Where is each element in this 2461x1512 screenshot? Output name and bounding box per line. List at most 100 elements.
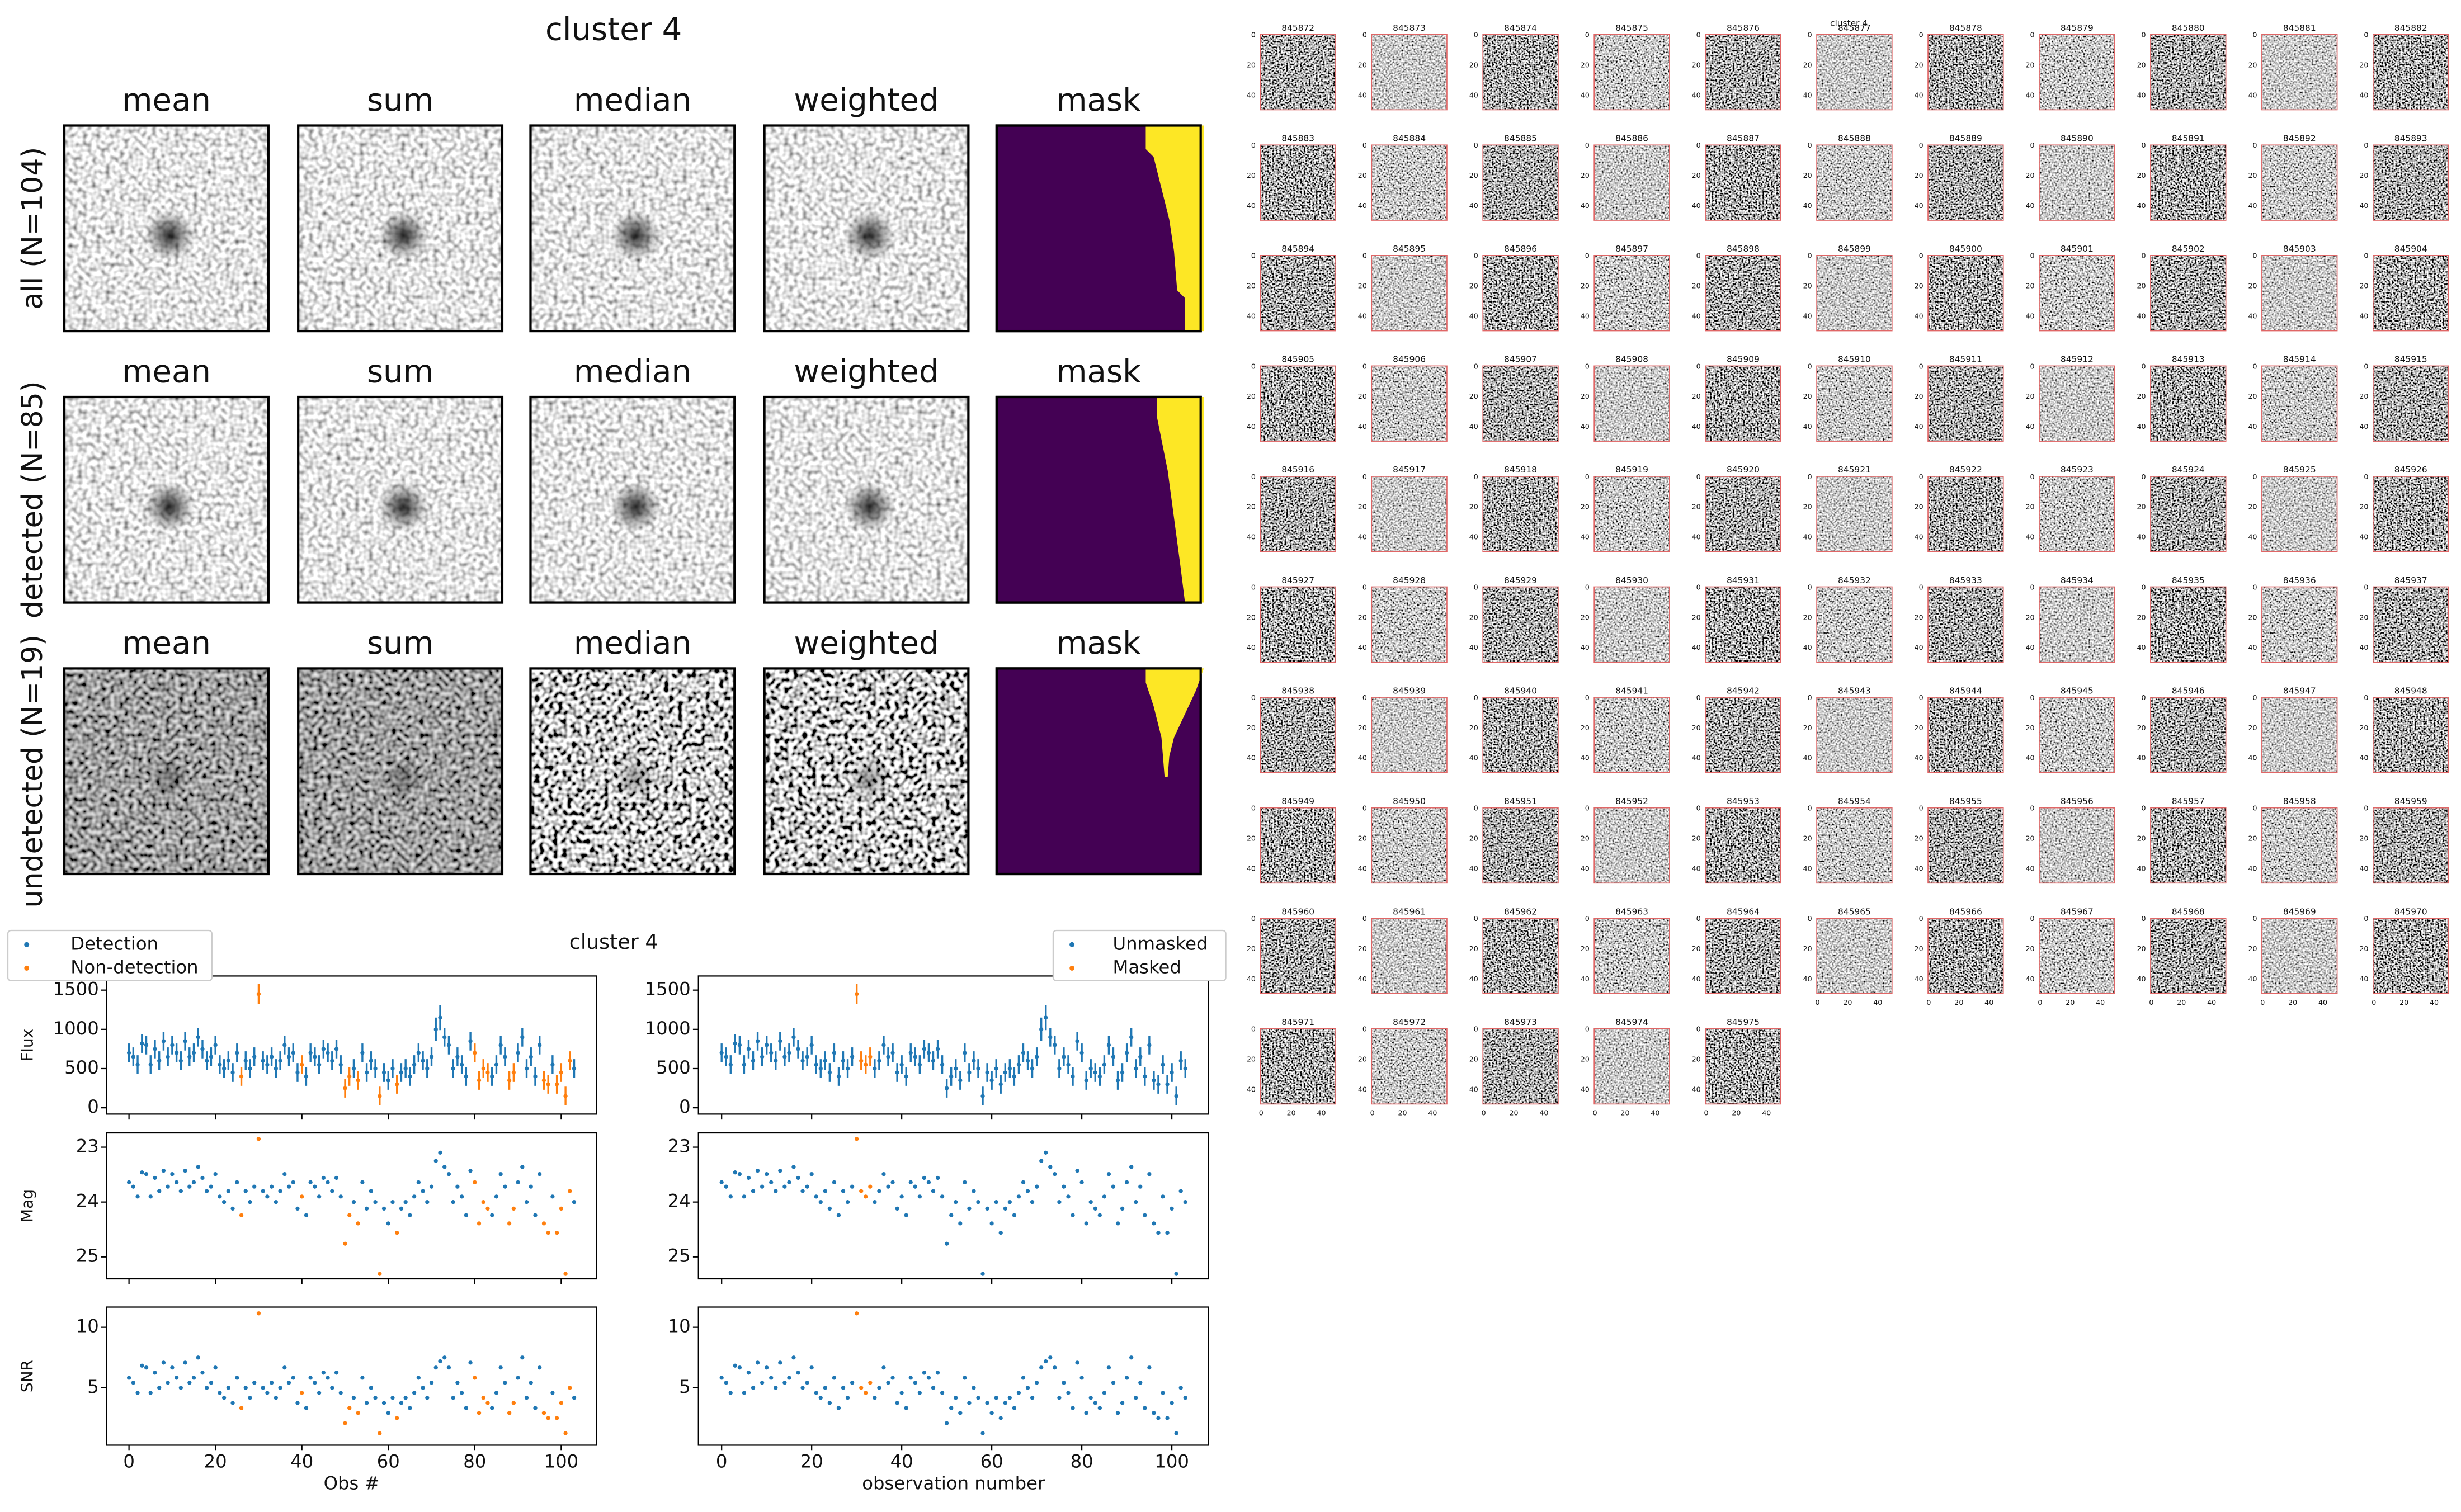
column-title: sum [367, 353, 433, 390]
thumbnail-frame [1482, 476, 1559, 552]
data-point [360, 1180, 365, 1184]
thumbnail-y-tick: 20 [1915, 503, 1923, 511]
data-point [421, 1189, 425, 1193]
data-point [148, 1062, 153, 1067]
thumbnail-y-tick: 0 [1808, 472, 1812, 481]
thumbnail-y-tick: 40 [1247, 1085, 1256, 1093]
thumbnail-y-tick: 40 [1469, 312, 1478, 320]
data-point [550, 1391, 555, 1395]
column-title: mean [122, 82, 211, 119]
data-point [481, 1396, 485, 1400]
data-point [845, 1396, 850, 1400]
thumbnail-title: 845974 [1615, 1017, 1648, 1027]
data-point [890, 1180, 895, 1184]
column-title: weighted [794, 82, 939, 119]
data-point [313, 1381, 317, 1385]
thumbnail-title: 845909 [1727, 355, 1760, 365]
thumbnail-y-tick: 20 [1803, 171, 1812, 179]
data-point [1030, 1396, 1035, 1400]
thumbnail-y-tick: 40 [1358, 975, 1367, 983]
data-point [958, 1078, 963, 1083]
thumbnail-frame [1593, 255, 1670, 332]
y-tick-label: 500 [64, 1057, 99, 1078]
data-point [1012, 1213, 1017, 1217]
data-point [135, 1062, 140, 1067]
thumbnail-x-tick: 40 [1317, 1109, 1326, 1117]
data-point [464, 1406, 468, 1410]
data-point [746, 1175, 751, 1180]
data-point [1062, 1381, 1066, 1385]
thumbnail-x-tick: 20 [1620, 1109, 1629, 1117]
data-point [546, 1416, 550, 1420]
thumbnail-y-tick: 20 [1247, 392, 1256, 400]
data-point [963, 1180, 967, 1184]
thumbnail-title: 845959 [2394, 796, 2427, 806]
thumbnail [2039, 476, 2115, 552]
thumbnail [1260, 697, 1336, 773]
thumbnail-frame [1593, 34, 1670, 111]
thumbnail [2261, 697, 2337, 773]
data-point [243, 1189, 248, 1193]
thumbnail-y-tick: 40 [2248, 754, 2257, 762]
thumbnail-x-tick: 0 [2260, 998, 2265, 1007]
data-point [386, 1411, 390, 1415]
thumbnail-y-tick: 40 [2359, 201, 2368, 210]
thumbnail-title: 845883 [1281, 134, 1314, 144]
data-point [760, 1381, 765, 1385]
data-point [464, 1074, 468, 1079]
thumbnail-title: 845973 [1504, 1017, 1537, 1027]
data-point [131, 1184, 135, 1189]
source-blob [610, 210, 661, 261]
data-point [1071, 1406, 1075, 1410]
thumbnail-y-tick: 40 [2137, 754, 2146, 762]
source-blob [847, 756, 892, 801]
thumbnail-x-tick: 0 [2372, 998, 2376, 1007]
thumbnail [1260, 476, 1336, 552]
thumbnail-frame [2150, 365, 2227, 442]
thumbnail-y-tick: 40 [2359, 643, 2368, 651]
image-frame [995, 124, 1202, 333]
data-point [416, 1376, 421, 1380]
data-point [949, 1074, 954, 1079]
thumbnail-y-tick: 40 [2137, 91, 2146, 99]
thumbnail-frame [1816, 918, 1893, 994]
data-point [728, 1194, 733, 1199]
thumbnail-y-tick: 0 [1362, 472, 1367, 481]
data-point [1053, 1365, 1057, 1370]
thumbnail-title: 845921 [1838, 465, 1871, 475]
data-point [1025, 1189, 1030, 1193]
data-point [742, 1194, 747, 1199]
thumbnail-frame [1816, 255, 1893, 332]
data-point [183, 1360, 187, 1365]
x-tick-label: 80 [463, 1450, 486, 1472]
thumbnail-y-tick: 20 [1803, 61, 1812, 69]
data-point [1156, 1416, 1161, 1420]
data-point [191, 1376, 196, 1380]
data-point [1079, 1376, 1084, 1380]
thumbnail-title: 845887 [1727, 134, 1760, 144]
data-point [338, 1194, 343, 1199]
thumbnail-y-tick: 20 [1915, 724, 1923, 732]
data-point [425, 1199, 430, 1204]
source-blob [844, 481, 895, 532]
thumbnail-frame [1482, 697, 1559, 773]
data-point [446, 1365, 451, 1370]
data-point [931, 1189, 936, 1193]
data-point [243, 1059, 248, 1063]
thumbnail-title: 845886 [1615, 134, 1648, 144]
data-point [135, 1194, 140, 1199]
image-frame [763, 124, 970, 333]
thumbnail-y-tick: 40 [2248, 312, 2257, 320]
data-point [144, 1171, 149, 1176]
data-point [742, 1062, 747, 1067]
data-point [187, 1184, 192, 1189]
data-point [728, 1391, 733, 1395]
data-point [226, 1386, 230, 1390]
thumbnail-y-tick: 20 [2359, 724, 2368, 732]
data-point [442, 1035, 447, 1040]
data-point [166, 1184, 170, 1189]
thumbnail-y-tick: 0 [2030, 804, 2035, 812]
data-point [295, 1401, 300, 1405]
data-point [1120, 1401, 1125, 1405]
